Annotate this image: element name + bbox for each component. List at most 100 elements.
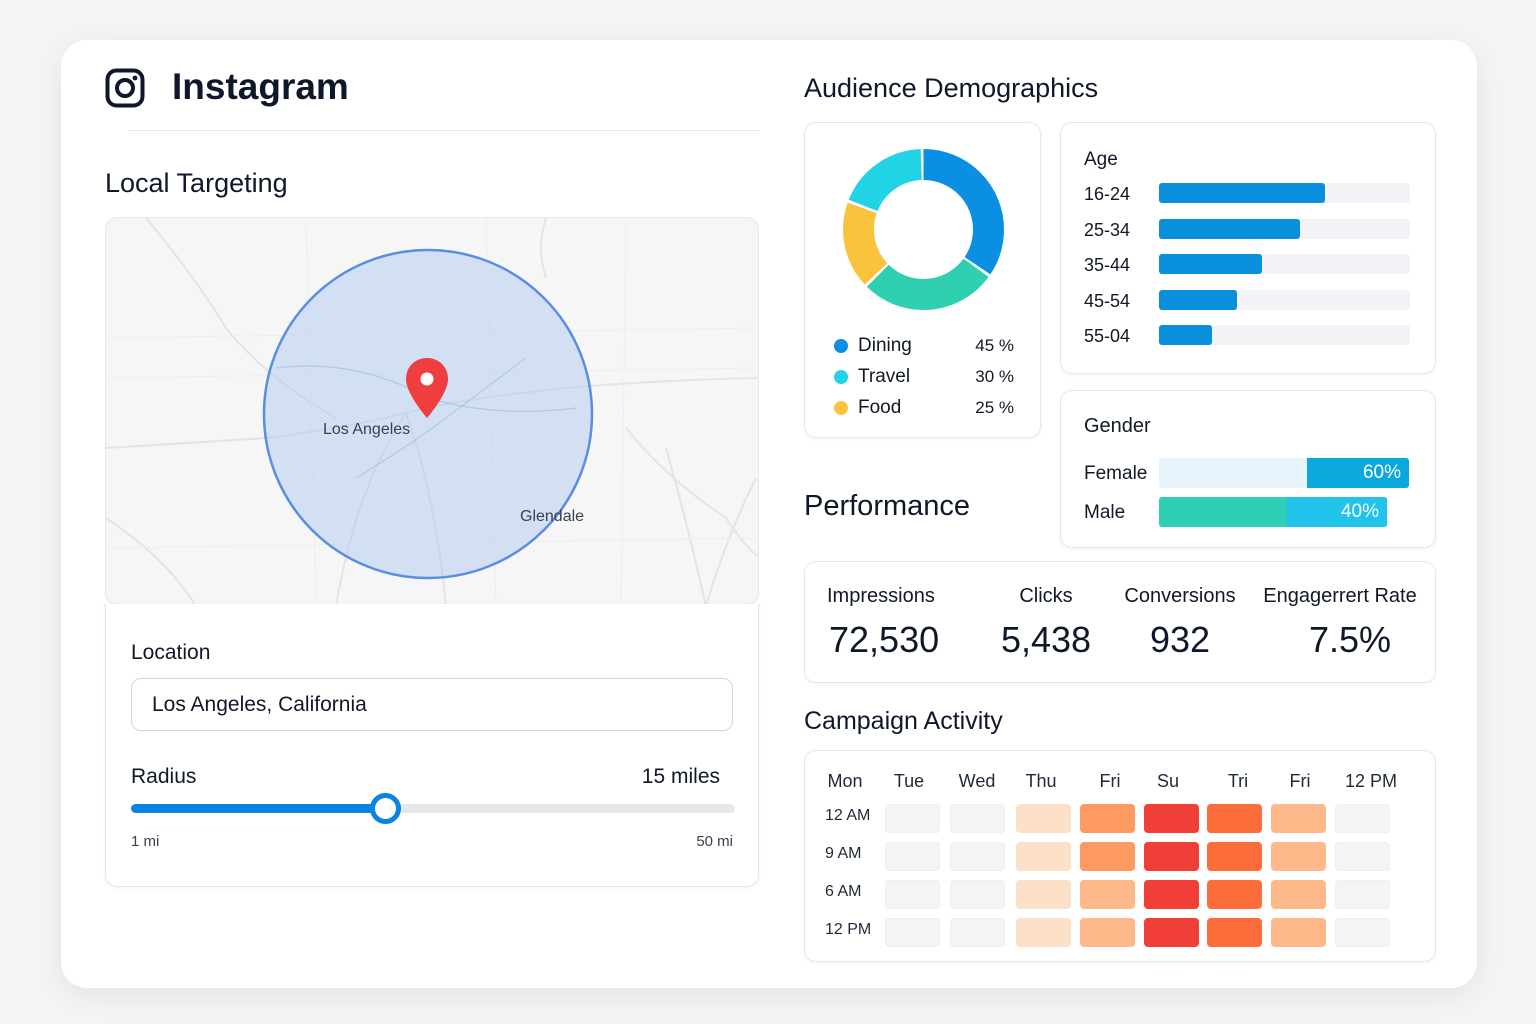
legend-percent: 25 % — [975, 397, 1014, 417]
location-label: Location — [131, 641, 211, 664]
heatmap-cell[interactable] — [1271, 842, 1326, 871]
legend-item-food: Food 25 % — [834, 392, 1014, 423]
heatmap-cell[interactable] — [1080, 918, 1135, 947]
gender-row-female: Female 60% — [1084, 458, 1414, 497]
heatmap-row-label: 12 PM — [825, 921, 872, 938]
age-row: 16-24 — [1084, 182, 1414, 218]
heatmap-cell[interactable] — [1080, 842, 1135, 871]
radius-slider[interactable] — [131, 793, 735, 824]
heatmap-cell[interactable] — [885, 842, 940, 871]
heatmap-cell[interactable] — [1016, 842, 1071, 871]
heatmap-cell[interactable] — [950, 804, 1005, 833]
location-settings-panel — [105, 604, 759, 887]
gender-bar-track: 60% — [1159, 458, 1409, 488]
heatmap-cell[interactable] — [1207, 918, 1262, 947]
heatmap-cell[interactable] — [950, 880, 1005, 909]
heatmap-cell[interactable] — [1016, 918, 1071, 947]
heatmap-cell[interactable] — [950, 918, 1005, 947]
age-row-label: 25-34 — [1084, 219, 1131, 240]
age-row: 55-04 — [1084, 324, 1414, 360]
gender-bar-track: 40% — [1159, 497, 1387, 527]
heatmap-column-label: Su — [1156, 771, 1180, 791]
gender-bar-fill: 40% — [1286, 497, 1387, 527]
gender-label: Male — [1084, 502, 1126, 523]
gender-title: Gender — [1084, 415, 1151, 437]
heatmap-cell[interactable] — [1271, 918, 1326, 947]
heatmap-column-label: Mon — [827, 771, 863, 791]
heatmap-cell[interactable] — [1271, 804, 1326, 833]
heatmap-column-label: Tri — [1227, 771, 1249, 791]
app-title: Instagram — [172, 66, 349, 107]
age-bar-track — [1159, 254, 1410, 274]
heatmap-column-label: Tue — [893, 771, 925, 791]
heatmap-cell[interactable] — [1144, 842, 1199, 871]
donut-segment — [843, 149, 1004, 310]
location-input[interactable] — [131, 678, 733, 731]
heatmap-cell[interactable] — [1271, 880, 1326, 909]
performance-title: Performance — [804, 490, 971, 522]
stat-label: Engagerrert Rate — [1263, 585, 1417, 607]
age-row-label: 55-04 — [1084, 326, 1131, 346]
heatmap-row-label: 6 AM — [825, 883, 862, 900]
map-label-glendale: Glendale — [520, 508, 585, 525]
radius-slider-thumb[interactable] — [369, 793, 401, 824]
stat-label: Clicks — [1019, 585, 1073, 607]
heatmap-cell[interactable] — [1144, 804, 1199, 833]
age-bar-fill — [1159, 289, 1237, 310]
heatmap-cell[interactable] — [1207, 804, 1262, 833]
legend-percent: 45 % — [975, 335, 1014, 355]
performance-panel — [804, 561, 1436, 683]
targeting-map[interactable]: Los Angeles Glendale — [105, 217, 759, 605]
interests-legend: Dining 45 % Travel 30 % Food 25 % — [834, 330, 1014, 423]
heatmap-cell[interactable] — [1335, 804, 1390, 833]
donut-segment — [843, 149, 1004, 310]
heatmap-cell[interactable] — [1080, 880, 1135, 909]
heatmap-cell[interactable] — [1144, 880, 1199, 909]
radius-slider-fill — [131, 804, 385, 813]
heatmap-cell[interactable] — [885, 880, 940, 909]
age-row-label: 45-54 — [1084, 290, 1131, 311]
heatmap-column-label: Fri — [1289, 771, 1311, 791]
age-bar-track — [1159, 183, 1410, 203]
heatmap-cell[interactable] — [1080, 804, 1135, 833]
legend-label: Food — [858, 396, 902, 418]
radius-label: Radius — [131, 765, 197, 788]
heatmap-cell[interactable] — [950, 842, 1005, 871]
heatmap-cell[interactable] — [1016, 804, 1071, 833]
map-pin-icon[interactable] — [404, 356, 450, 422]
heatmap-row-label: 9 AM — [825, 845, 862, 862]
legend-label: Travel — [858, 365, 911, 387]
stat-value: 7.5% — [1308, 619, 1392, 660]
legend-dot — [834, 338, 848, 353]
interests-donut-chart — [843, 149, 1004, 310]
age-row: 25-34 — [1084, 218, 1414, 254]
heatmap-cell[interactable] — [1335, 918, 1390, 947]
heatmap-cell[interactable] — [1335, 842, 1390, 871]
instagram-icon[interactable] — [105, 68, 145, 108]
activity-heatmap: Mon Tue Wed Thu Fri Su Tri Fri 12 PM 12 AM 9 AM 6 A… — [804, 750, 1436, 962]
radius-value: 15 miles — [641, 765, 720, 788]
age-row: 35-44 — [1084, 253, 1414, 289]
heatmap-cell[interactable] — [1335, 880, 1390, 909]
gender-bars: Female 60% Male 40% — [1084, 458, 1414, 536]
age-bar-track — [1159, 325, 1410, 345]
heatmap-row-label: 12 AM — [825, 807, 871, 824]
legend-dot — [834, 369, 848, 384]
legend-dot — [834, 400, 848, 415]
heatmap-cell[interactable] — [1207, 842, 1262, 871]
age-row-label: 35-44 — [1084, 255, 1131, 275]
map-label-los-angeles: Los Angeles — [323, 421, 411, 438]
legend-label: Dining — [858, 334, 912, 356]
heatmap-column-label: Fri — [1099, 771, 1121, 791]
age-row: 45-54 — [1084, 289, 1414, 325]
heatmap-cell[interactable] — [1144, 918, 1199, 947]
heatmap-column-label: Thu — [1025, 771, 1057, 791]
campaign-activity-title: Campaign Activity — [804, 707, 1003, 735]
heatmap-column-label: 12 PM — [1344, 771, 1398, 791]
heatmap-cell[interactable] — [1207, 880, 1262, 909]
heatmap-cell[interactable] — [885, 804, 940, 833]
heatmap-cell[interactable] — [885, 918, 940, 947]
heatmap-cell[interactable] — [1016, 880, 1071, 909]
stat-label: Impressions — [827, 585, 935, 607]
gender-bar-fill: 60% — [1306, 458, 1409, 488]
